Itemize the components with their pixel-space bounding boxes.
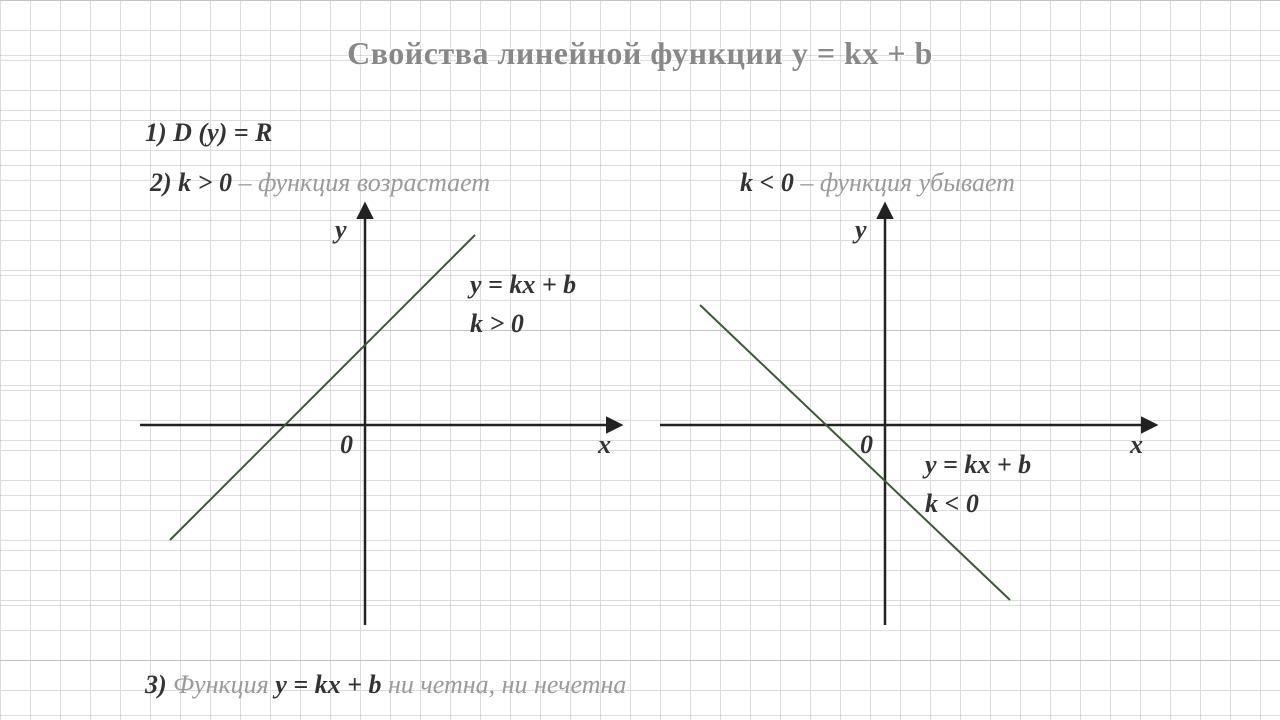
content-area: Свойства линейной функции y = kx + b 1) … <box>0 0 1280 720</box>
prop2-num: 2) <box>150 168 172 197</box>
origin-label: 0 <box>860 430 873 460</box>
y-axis-label: y <box>335 215 347 245</box>
property-1: 1) D (y) = R <box>145 118 272 148</box>
equation-label: y = kx + b k > 0 <box>470 265 576 343</box>
x-axis-label: x <box>1130 430 1143 460</box>
eq-line1: y = kx + b <box>925 450 1031 479</box>
prop3-num: 3) <box>145 670 173 699</box>
eq-line1: y = kx + b <box>470 270 576 299</box>
equation-label: y = kx + b k < 0 <box>925 445 1031 523</box>
origin-label: 0 <box>340 430 353 460</box>
prop2-right-bold: k < 0 <box>740 168 794 197</box>
prop3-light1: Функция <box>173 670 275 699</box>
prop2-left-light: – функция возрастает <box>232 168 490 197</box>
function-line <box>170 235 475 540</box>
eq-line2: k < 0 <box>925 489 979 518</box>
prop2-left-bold: k > 0 <box>178 168 232 197</box>
chart-increasing: y x 0 y = kx + b k > 0 <box>140 205 630 625</box>
x-axis-label: x <box>598 430 611 460</box>
prop3-light2: ни четна, ни нечетна <box>381 670 626 699</box>
prop3-bold: y = kx + b <box>275 670 381 699</box>
chart-decreasing-svg <box>660 205 1160 625</box>
property-3: 3) Функция y = kx + b ни четна, ни нечет… <box>145 670 626 700</box>
prop2-right-light: – функция убывает <box>794 168 1015 197</box>
y-axis-label: y <box>855 215 867 245</box>
eq-line2: k > 0 <box>470 309 524 338</box>
property-2-left: 2) k > 0 – функция возрастает <box>150 168 490 198</box>
chart-decreasing: y x 0 y = kx + b k < 0 <box>660 205 1160 625</box>
property-2-right: k < 0 – функция убывает <box>740 168 1015 198</box>
page-title: Свойства линейной функции y = kx + b <box>0 35 1280 72</box>
